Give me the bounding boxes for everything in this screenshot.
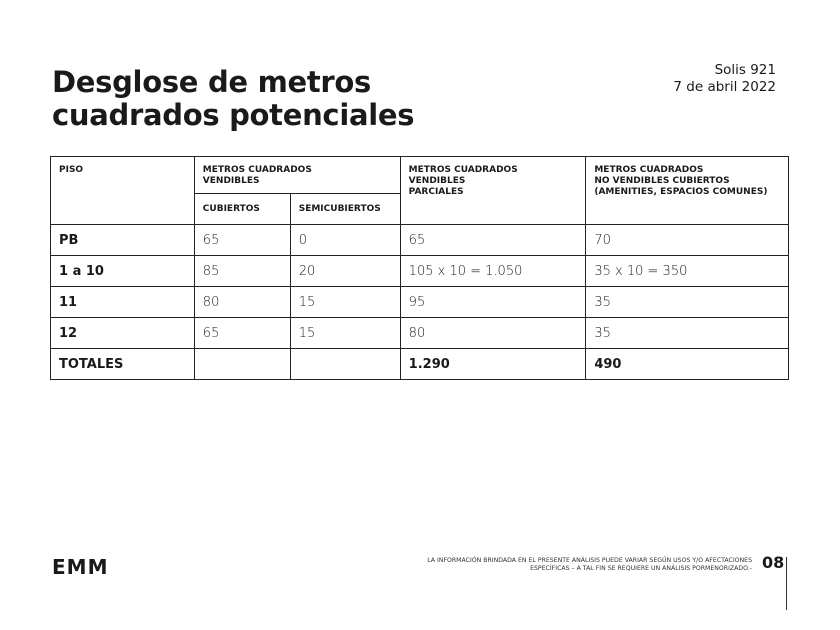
page-number: 08: [762, 553, 785, 572]
table-row: 1 a 10 85 20 105 x 10 = 1.050 35 x 10 = 350: [50, 255, 789, 287]
disclaimer: LA INFORMACIÓN BRINDADA EN EL PRESENTE A…: [427, 557, 752, 572]
header-piso: PISO: [50, 156, 195, 225]
header-vendibles: METROS CUADRADOS VENDIBLES: [193, 156, 401, 194]
divider: [786, 557, 787, 610]
header-semicubiertos: SEMICUBIERTOS: [289, 193, 401, 225]
header-cubiertos: CUBIERTOS: [193, 193, 291, 225]
table-row: PB 65 0 65 70: [50, 224, 789, 256]
title-line: Desglose de metros: [52, 65, 372, 99]
project-name: Solis 921: [714, 62, 776, 78]
title-line: cuadrados potenciales: [52, 98, 415, 132]
header-no-vendibles: METROS CUADRADOS NO VENDIBLES CUBIERTOS (A…: [585, 156, 789, 225]
table-row: 11 80 15 95 35: [50, 286, 789, 318]
header-parciales: METROS CUADRADOS VENDIBLES PARCIALES: [399, 156, 587, 225]
project-date: 7 de abril 2022: [673, 79, 776, 95]
totals-row: TOTALES 1.290 490: [50, 348, 789, 380]
page-title: Desglose de metros cuadrados potenciales: [52, 65, 415, 132]
table-row: 12 65 15 80 35: [50, 317, 789, 349]
project-meta: Solis 921 7 de abril 2022: [673, 62, 776, 96]
emm-logo: EMM: [52, 555, 109, 579]
area-table: PISO METROS CUADRADOS VENDIBLES METROS CU…: [50, 156, 789, 380]
